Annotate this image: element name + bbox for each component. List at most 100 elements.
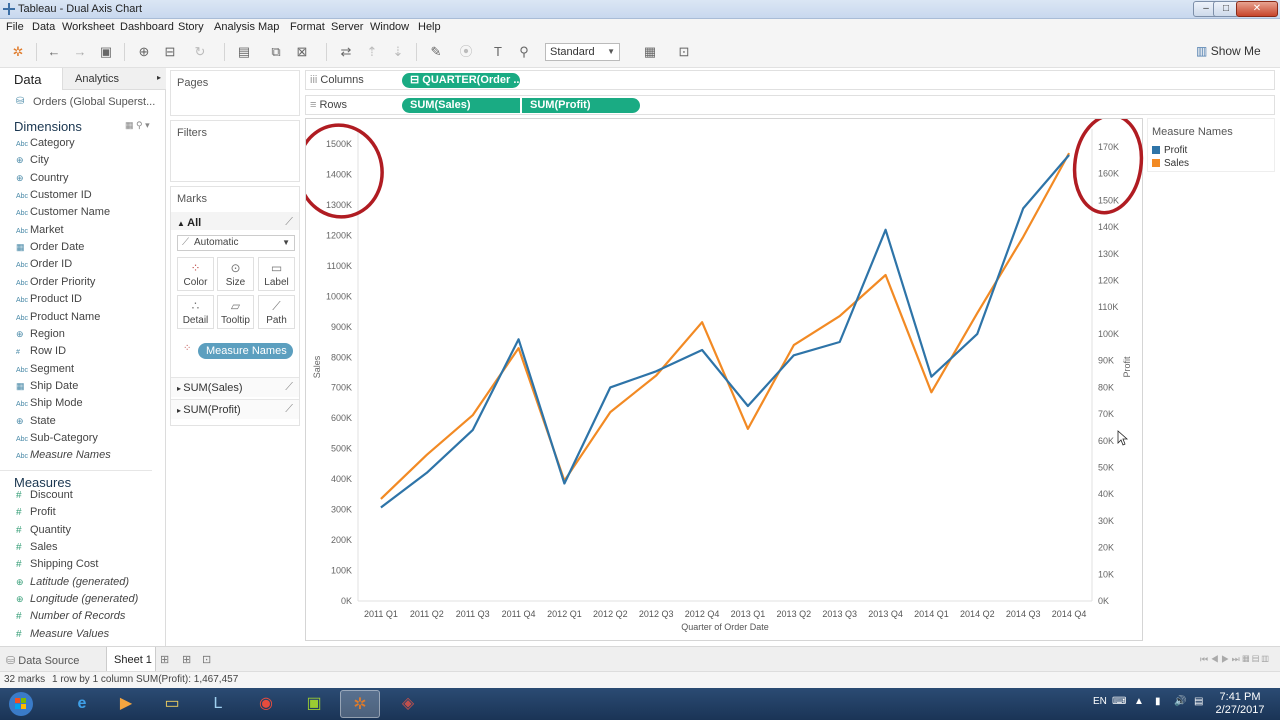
dimension-field[interactable]: ⊕ City (16, 154, 49, 171)
sheet-tab[interactable]: Sheet 1 (106, 647, 156, 672)
new-worksheet-icon[interactable]: ▤ (237, 44, 251, 59)
marks-all-row[interactable] (171, 212, 299, 230)
dimension-field[interactable]: # Row ID (16, 345, 66, 362)
menu-data[interactable]: Data (32, 21, 56, 33)
pin-icon[interactable]: ⚲ (519, 44, 529, 59)
menu-server[interactable]: Server (331, 21, 364, 33)
dimension-field[interactable]: Abc Sub-Category (16, 432, 98, 449)
dimension-field[interactable]: Abc Measure Names (16, 449, 111, 466)
tooltip-button[interactable]: ▱ Tooltip (217, 295, 254, 329)
swap-icon[interactable]: ⇄ (340, 44, 352, 59)
dimension-field[interactable]: ⊕ Region (16, 328, 65, 345)
menu-story[interactable]: Story (178, 21, 204, 33)
app-taskbar-icon[interactable]: ◈ (401, 695, 415, 712)
measure-field[interactable]: # Measure Values (16, 628, 109, 645)
refresh-icon[interactable]: ↻ (194, 44, 206, 59)
filters-card[interactable]: Filters (170, 120, 300, 182)
dimension-field[interactable]: ⊕ State (16, 415, 56, 432)
menu-file[interactable]: File (6, 21, 24, 33)
dimension-field[interactable]: ▦ Order Date (16, 241, 84, 258)
search-icon[interactable]: ⚲ (136, 120, 143, 130)
show-labels-icon[interactable]: T (494, 44, 502, 59)
tab-analytics[interactable]: Analytics ▸ (62, 68, 166, 90)
new-story-icon[interactable]: ⊡ (202, 654, 212, 666)
sum-sales-row[interactable]: ▸ SUM(Sales) ⟋ (171, 377, 299, 397)
cards-icon[interactable]: ▦ (643, 44, 657, 59)
language-indicator[interactable]: EN (1093, 696, 1107, 707)
network-icon[interactable]: ▤ (1194, 696, 1204, 707)
media-player-icon[interactable]: ▶ (119, 695, 133, 712)
menu-icon[interactable]: ▾ (145, 120, 150, 130)
measure-field[interactable]: ⊕ Longitude (generated) (16, 593, 138, 610)
save-icon[interactable]: ▣ (99, 44, 113, 59)
new-dashboard-icon[interactable]: ⊞ (182, 654, 192, 666)
sum-profit-pill[interactable]: SUM(Profit) (522, 98, 640, 113)
dimension-field[interactable]: Abc Customer ID (16, 189, 92, 206)
tableau-taskbar-icon[interactable]: ✲ (340, 690, 380, 718)
detail-button[interactable]: ∴ Detail (177, 295, 214, 329)
tableau-start-icon[interactable]: ✲ (12, 44, 24, 59)
path-button[interactable]: ⟋ Path (258, 295, 295, 329)
group-icon[interactable]: ⦿ (459, 44, 473, 59)
measure-field[interactable]: # Quantity (16, 524, 71, 541)
menu-dashboard[interactable]: Dashboard (120, 21, 174, 33)
highlight-icon[interactable]: ✎ (430, 44, 442, 59)
data-source-tab[interactable]: ⛁ Data Source (6, 655, 80, 667)
measure-field[interactable]: # Profit (16, 506, 56, 523)
dimension-field[interactable]: Abc Category (16, 137, 75, 154)
view-toggle-icon[interactable]: ▦ (125, 120, 134, 130)
sort-descending-icon[interactable]: ⇣ (392, 44, 404, 59)
battery-icon[interactable]: ▮ (1155, 696, 1161, 707)
tray-expand-icon[interactable]: ▲ (1134, 696, 1144, 707)
chart-view[interactable]: 1500K 1400K 1300K 1200K 1100K 1000K 900K 800K 70… (296, 113, 1144, 642)
redo-icon[interactable]: → (73, 44, 87, 59)
label-button[interactable]: ▭ Label (258, 257, 295, 291)
presentation-icon[interactable]: ⊡ (678, 44, 690, 59)
measure-field[interactable]: # Sales (16, 541, 58, 558)
skype-business-icon[interactable]: L (213, 695, 223, 712)
maximize-button[interactable]: □ (1213, 1, 1239, 17)
dimension-field[interactable]: Abc Product Name (16, 311, 100, 328)
keyboard-icon[interactable]: ⌨ (1112, 696, 1127, 707)
show-me-button[interactable]: ▥ Show Me (1196, 44, 1261, 58)
menu-format[interactable]: Format (290, 21, 325, 33)
fit-select[interactable]: Standard ▼ (545, 43, 620, 61)
sum-profit-row[interactable]: ▸ SUM(Profit) ⟋ (171, 399, 299, 419)
dimension-field[interactable]: Abc Ship Mode (16, 397, 83, 414)
new-worksheet-icon[interactable]: ⊞ (160, 654, 170, 666)
duplicate-sheet-icon[interactable]: ⧉ (271, 44, 281, 59)
menu-worksheet[interactable]: Worksheet (62, 21, 115, 33)
chrome-icon[interactable]: ◉ (259, 695, 273, 712)
measure-field[interactable]: # Number of Records (16, 610, 125, 627)
color-legend[interactable]: Measure Names Profit Sales (1147, 118, 1275, 172)
collapse-icon[interactable]: ▲ (177, 219, 188, 228)
menu-analysis[interactable]: Analysis (214, 21, 255, 33)
dimension-field[interactable]: Abc Order Priority (16, 276, 95, 293)
dimension-field[interactable]: Abc Market (16, 224, 64, 241)
menu-help[interactable]: Help (418, 21, 441, 33)
start-button[interactable] (2, 690, 40, 718)
measure-field[interactable]: ⊕ Latitude (generated) (16, 576, 129, 593)
dimension-field[interactable]: Abc Order ID (16, 258, 72, 275)
menu-map[interactable]: Map (258, 21, 280, 33)
legend-item-sales[interactable]: Sales (1152, 158, 1189, 169)
color-button[interactable]: ⁘ Color (177, 257, 214, 291)
legend-item-profit[interactable]: Profit (1152, 145, 1187, 156)
measure-field[interactable]: # Discount (16, 489, 73, 506)
tab-data[interactable]: Data (0, 68, 62, 90)
pause-updates-icon[interactable]: ⊟ (164, 44, 176, 59)
volume-icon[interactable]: 🔊 (1174, 696, 1187, 707)
dimension-field[interactable]: ⊕ Country (16, 172, 69, 189)
dual-axis-line-chart[interactable]: 1500K 1400K 1300K 1200K 1100K 1000K 900K 800K 70… (296, 113, 1144, 642)
new-datasource-icon[interactable]: ⊕ (138, 44, 150, 59)
file-explorer-icon[interactable]: ▭ (164, 695, 180, 712)
sum-sales-pill[interactable]: SUM(Sales) (402, 98, 520, 113)
close-button[interactable]: ✕ (1236, 1, 1278, 17)
tab-menu-icon[interactable]: ▸ (156, 73, 161, 82)
undo-icon[interactable]: ← (47, 44, 61, 59)
pages-card[interactable]: Pages (170, 70, 300, 116)
taskbar-clock[interactable]: 7:41 PM 2/27/2017 (1210, 691, 1270, 717)
mark-type-select[interactable]: ⟋ Automatic ▼ (177, 235, 295, 251)
tab-nav-icons[interactable]: ⏮ ◀ ▶ ⏭ ▦ ▤ ▥ (1200, 654, 1269, 664)
dimension-field[interactable]: Abc Customer Name (16, 206, 110, 223)
